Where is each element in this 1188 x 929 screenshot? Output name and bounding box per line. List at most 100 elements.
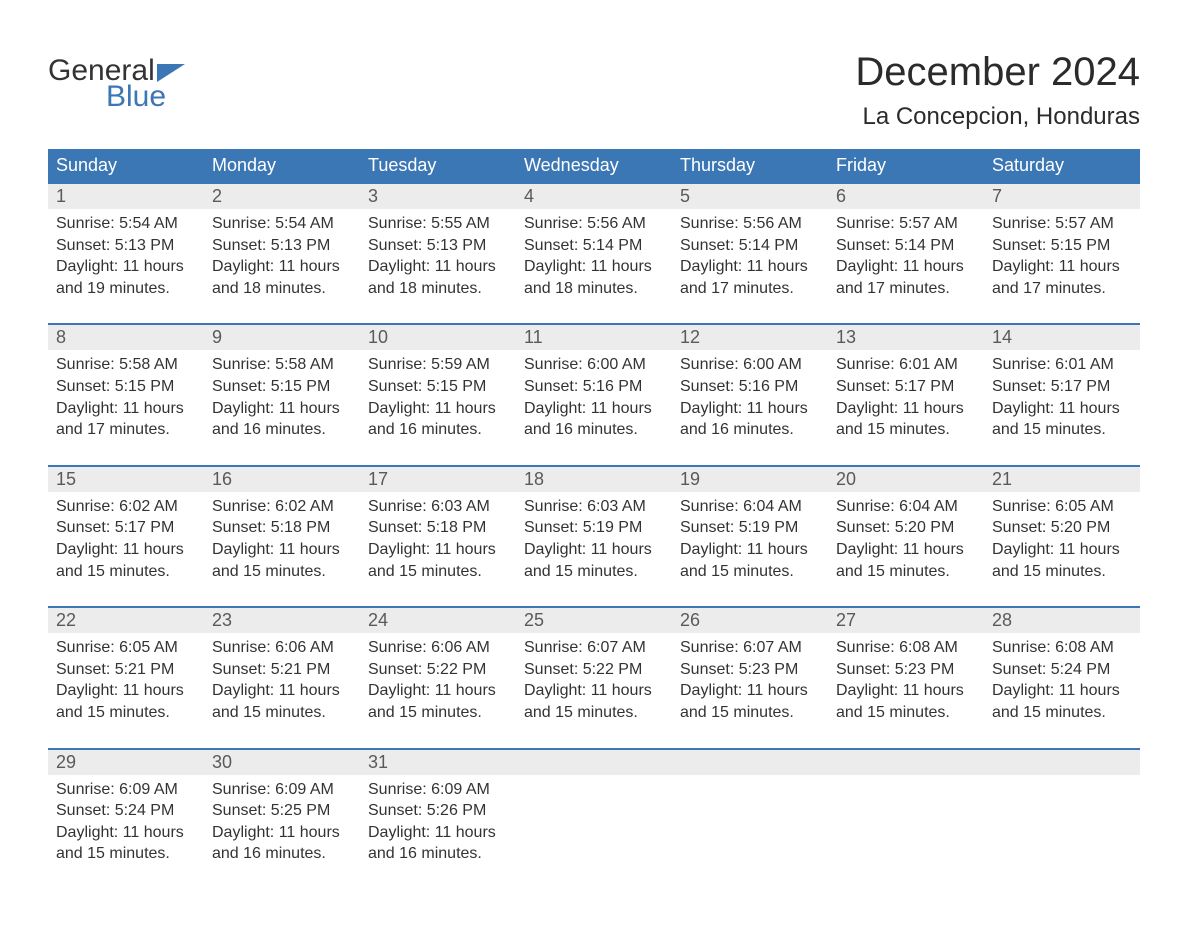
calendar-header-row: SundayMondayTuesdayWednesdayThursdayFrid… [48, 149, 1140, 182]
daylight-text: Daylight: 11 hours and 16 minutes. [680, 398, 820, 441]
daylight-text: Daylight: 11 hours and 15 minutes. [56, 539, 196, 582]
sunset-text: Sunset: 5:14 PM [680, 235, 820, 257]
calendar-day-cell: Sunrise: 5:56 AMSunset: 5:14 PMDaylight:… [516, 209, 672, 303]
calendar-body-row: Sunrise: 5:54 AMSunset: 5:13 PMDaylight:… [48, 209, 1140, 303]
calendar-header-cell: Monday [204, 149, 360, 182]
daylight-text: Daylight: 11 hours and 18 minutes. [524, 256, 664, 299]
calendar-day-number [672, 750, 828, 775]
sunrise-text: Sunrise: 5:56 AM [680, 213, 820, 235]
sunrise-text: Sunrise: 6:06 AM [212, 637, 352, 659]
calendar-day-cell: Sunrise: 6:06 AMSunset: 5:21 PMDaylight:… [204, 633, 360, 727]
daylight-text: Daylight: 11 hours and 15 minutes. [56, 680, 196, 723]
calendar-day-cell: Sunrise: 5:59 AMSunset: 5:15 PMDaylight:… [360, 350, 516, 444]
calendar-day-cell: Sunrise: 6:09 AMSunset: 5:24 PMDaylight:… [48, 775, 204, 869]
calendar-daynum-row: 22232425262728 [48, 608, 1140, 633]
calendar-daynum-row: 15161718192021 [48, 467, 1140, 492]
sunrise-text: Sunrise: 6:07 AM [524, 637, 664, 659]
sunset-text: Sunset: 5:24 PM [992, 659, 1132, 681]
calendar-day-number: 1 [48, 184, 204, 209]
calendar-day-cell: Sunrise: 6:08 AMSunset: 5:23 PMDaylight:… [828, 633, 984, 727]
calendar-day-cell: Sunrise: 6:02 AMSunset: 5:18 PMDaylight:… [204, 492, 360, 586]
calendar-day-number: 12 [672, 325, 828, 350]
sunset-text: Sunset: 5:14 PM [524, 235, 664, 257]
calendar-day-cell: Sunrise: 5:54 AMSunset: 5:13 PMDaylight:… [48, 209, 204, 303]
calendar-day-number: 25 [516, 608, 672, 633]
calendar-day-cell: Sunrise: 6:04 AMSunset: 5:20 PMDaylight:… [828, 492, 984, 586]
sunset-text: Sunset: 5:25 PM [212, 800, 352, 822]
calendar: SundayMondayTuesdayWednesdayThursdayFrid… [48, 149, 1140, 869]
calendar-day-number: 15 [48, 467, 204, 492]
calendar-day-number: 8 [48, 325, 204, 350]
daylight-text: Daylight: 11 hours and 15 minutes. [524, 680, 664, 723]
calendar-day-cell: Sunrise: 6:01 AMSunset: 5:17 PMDaylight:… [828, 350, 984, 444]
calendar-day-cell: Sunrise: 6:01 AMSunset: 5:17 PMDaylight:… [984, 350, 1140, 444]
sunrise-text: Sunrise: 5:59 AM [368, 354, 508, 376]
calendar-header-cell: Friday [828, 149, 984, 182]
sunrise-text: Sunrise: 6:00 AM [524, 354, 664, 376]
sunrise-text: Sunrise: 6:09 AM [212, 779, 352, 801]
calendar-day-number: 14 [984, 325, 1140, 350]
calendar-day-number: 30 [204, 750, 360, 775]
sunrise-text: Sunrise: 6:05 AM [992, 496, 1132, 518]
calendar-day-number [984, 750, 1140, 775]
calendar-daynum-row: 891011121314 [48, 325, 1140, 350]
calendar-week: 15161718192021Sunrise: 6:02 AMSunset: 5:… [48, 465, 1140, 586]
daylight-text: Daylight: 11 hours and 15 minutes. [992, 680, 1132, 723]
sunrise-text: Sunrise: 6:09 AM [368, 779, 508, 801]
calendar-day-number: 19 [672, 467, 828, 492]
sunrise-text: Sunrise: 5:58 AM [212, 354, 352, 376]
daylight-text: Daylight: 11 hours and 15 minutes. [212, 539, 352, 582]
daylight-text: Daylight: 11 hours and 15 minutes. [836, 398, 976, 441]
calendar-day-cell: Sunrise: 5:56 AMSunset: 5:14 PMDaylight:… [672, 209, 828, 303]
daylight-text: Daylight: 11 hours and 15 minutes. [368, 680, 508, 723]
calendar-day-cell: Sunrise: 6:05 AMSunset: 5:21 PMDaylight:… [48, 633, 204, 727]
calendar-day-number: 27 [828, 608, 984, 633]
daylight-text: Daylight: 11 hours and 19 minutes. [56, 256, 196, 299]
sunset-text: Sunset: 5:17 PM [992, 376, 1132, 398]
calendar-day-number: 10 [360, 325, 516, 350]
calendar-day-number [516, 750, 672, 775]
sunrise-text: Sunrise: 6:01 AM [836, 354, 976, 376]
sunrise-text: Sunrise: 6:08 AM [836, 637, 976, 659]
calendar-day-cell: Sunrise: 5:58 AMSunset: 5:15 PMDaylight:… [204, 350, 360, 444]
calendar-header-cell: Tuesday [360, 149, 516, 182]
sunset-text: Sunset: 5:20 PM [836, 517, 976, 539]
calendar-body-row: Sunrise: 5:58 AMSunset: 5:15 PMDaylight:… [48, 350, 1140, 444]
sunset-text: Sunset: 5:15 PM [212, 376, 352, 398]
calendar-header-cell: Saturday [984, 149, 1140, 182]
calendar-week: 293031 Sunrise: 6:09 AMSunset: 5:24 PMDa… [48, 748, 1140, 869]
calendar-day-number: 11 [516, 325, 672, 350]
sunset-text: Sunset: 5:15 PM [368, 376, 508, 398]
daylight-text: Daylight: 11 hours and 17 minutes. [56, 398, 196, 441]
sunrise-text: Sunrise: 5:58 AM [56, 354, 196, 376]
sunrise-text: Sunrise: 6:04 AM [836, 496, 976, 518]
sunrise-text: Sunrise: 5:55 AM [368, 213, 508, 235]
calendar-day-cell: Sunrise: 5:55 AMSunset: 5:13 PMDaylight:… [360, 209, 516, 303]
sunset-text: Sunset: 5:18 PM [368, 517, 508, 539]
sunset-text: Sunset: 5:16 PM [680, 376, 820, 398]
header: General Blue December 2024 La Concepcion… [48, 50, 1140, 131]
calendar-day-cell [516, 775, 672, 869]
sunrise-text: Sunrise: 6:02 AM [212, 496, 352, 518]
calendar-day-number [828, 750, 984, 775]
calendar-day-cell: Sunrise: 5:57 AMSunset: 5:15 PMDaylight:… [984, 209, 1140, 303]
calendar-week: 22232425262728Sunrise: 6:05 AMSunset: 5:… [48, 606, 1140, 727]
logo: General Blue [48, 50, 185, 112]
calendar-day-number: 17 [360, 467, 516, 492]
calendar-weeks: 1234567Sunrise: 5:54 AMSunset: 5:13 PMDa… [48, 182, 1140, 869]
calendar-day-number: 29 [48, 750, 204, 775]
daylight-text: Daylight: 11 hours and 16 minutes. [524, 398, 664, 441]
daylight-text: Daylight: 11 hours and 15 minutes. [56, 822, 196, 865]
daylight-text: Daylight: 11 hours and 18 minutes. [212, 256, 352, 299]
sunset-text: Sunset: 5:13 PM [56, 235, 196, 257]
calendar-day-cell: Sunrise: 6:04 AMSunset: 5:19 PMDaylight:… [672, 492, 828, 586]
calendar-header-cell: Thursday [672, 149, 828, 182]
calendar-day-cell: Sunrise: 6:02 AMSunset: 5:17 PMDaylight:… [48, 492, 204, 586]
sunrise-text: Sunrise: 5:57 AM [836, 213, 976, 235]
sunset-text: Sunset: 5:22 PM [524, 659, 664, 681]
calendar-body-row: Sunrise: 6:02 AMSunset: 5:17 PMDaylight:… [48, 492, 1140, 586]
sunrise-text: Sunrise: 6:05 AM [56, 637, 196, 659]
calendar-day-number: 4 [516, 184, 672, 209]
daylight-text: Daylight: 11 hours and 15 minutes. [836, 680, 976, 723]
calendar-day-number: 3 [360, 184, 516, 209]
